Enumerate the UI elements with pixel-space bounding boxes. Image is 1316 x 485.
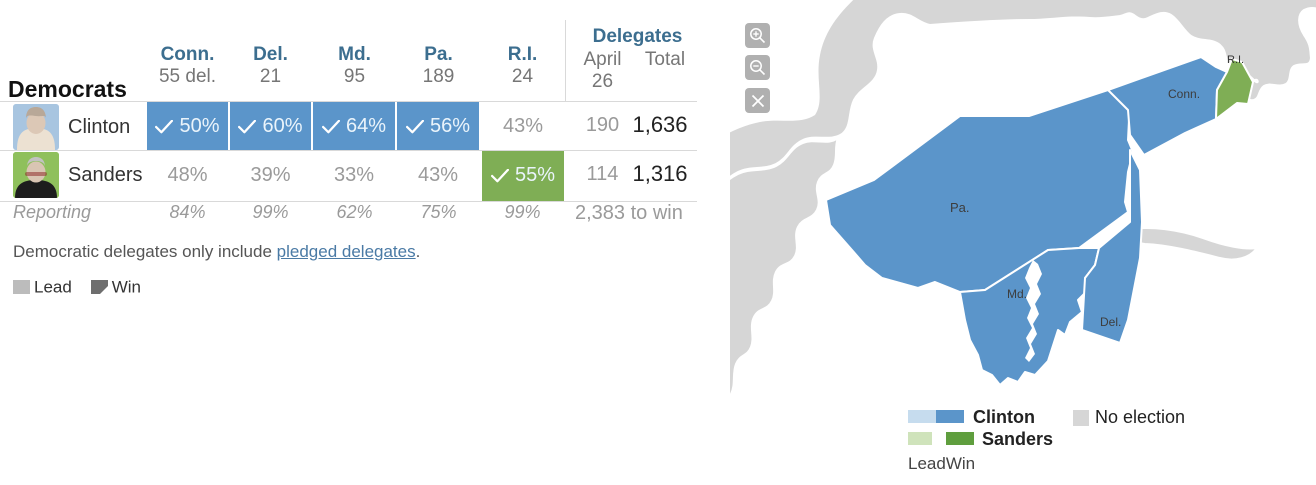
svg-text:Conn.: Conn. (1168, 87, 1200, 101)
svg-text:R.I.: R.I. (1227, 54, 1244, 66)
svg-text:Pa.: Pa. (950, 200, 970, 215)
svg-text:Md.: Md. (1007, 287, 1027, 301)
svg-text:Del.: Del. (1100, 315, 1121, 329)
